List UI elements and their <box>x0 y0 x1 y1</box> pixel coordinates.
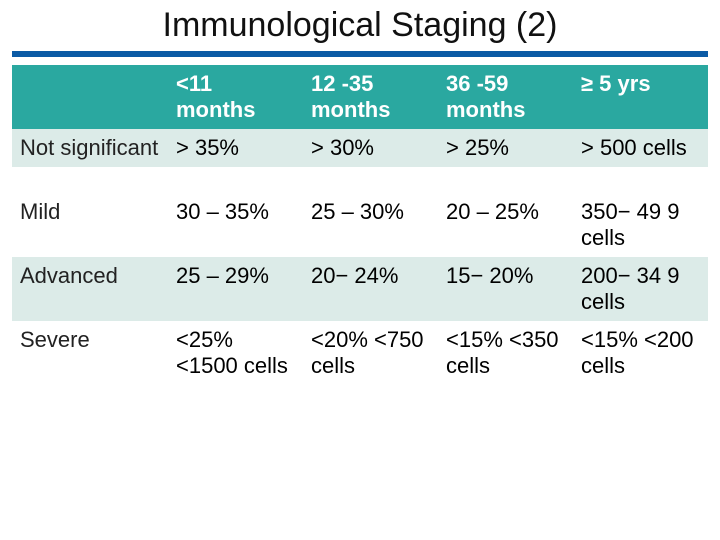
cell: 200− 34 9 cells <box>573 257 708 321</box>
table-row: Not significant > 35% > 30% > 25% > 500 … <box>12 129 708 167</box>
cell: 25 – 29% <box>168 257 303 321</box>
slide: { "title": "Immunological Staging (2)", … <box>0 0 720 540</box>
table-row: Severe <25% <1500 cells <20% <750 cells … <box>12 321 708 385</box>
row-label: Advanced <box>12 257 168 321</box>
cell: 30 – 35% <box>168 193 303 257</box>
title-underline <box>12 51 708 57</box>
table-header-row: <11 months 12 -35 months 36 -59 months ≥… <box>12 65 708 129</box>
cell: <15% <200 cells <box>573 321 708 385</box>
table-row: Advanced 25 – 29% 20− 24% 15− 20% 200− 3… <box>12 257 708 321</box>
cell: > 25% <box>438 129 573 167</box>
header-col-2: 12 -35 months <box>303 65 438 129</box>
header-col-3: 36 -59 months <box>438 65 573 129</box>
header-col-4: ≥ 5 yrs <box>573 65 708 129</box>
cell: <15% <350 cells <box>438 321 573 385</box>
cell: > 500 cells <box>573 129 708 167</box>
slide-title: Immunological Staging (2) <box>0 0 720 49</box>
cell: 25 – 30% <box>303 193 438 257</box>
cell: 350− 49 9 cells <box>573 193 708 257</box>
row-label: Mild <box>12 193 168 257</box>
table-row: Mild 30 – 35% 25 – 30% 20 – 25% 350− 49 … <box>12 193 708 257</box>
cell: <25% <1500 cells <box>168 321 303 385</box>
header-col-1: <11 months <box>168 65 303 129</box>
cell: 20 – 25% <box>438 193 573 257</box>
cell: <20% <750 cells <box>303 321 438 385</box>
table-gap-row <box>12 167 708 193</box>
cell: > 30% <box>303 129 438 167</box>
staging-table: <11 months 12 -35 months 36 -59 months ≥… <box>12 65 708 385</box>
cell: 15− 20% <box>438 257 573 321</box>
row-label: Severe <box>12 321 168 385</box>
cell: 20− 24% <box>303 257 438 321</box>
row-label: Not significant <box>12 129 168 167</box>
header-blank <box>12 65 168 129</box>
cell: > 35% <box>168 129 303 167</box>
